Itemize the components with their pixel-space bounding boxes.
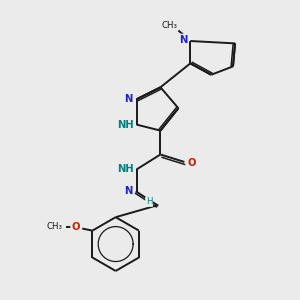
Text: NH: NH xyxy=(117,120,134,130)
Text: N: N xyxy=(180,34,188,44)
Text: N: N xyxy=(124,186,133,196)
Text: O: O xyxy=(71,222,80,232)
Text: O: O xyxy=(188,158,196,167)
Text: NH: NH xyxy=(118,164,134,173)
Text: CH₃: CH₃ xyxy=(47,222,63,231)
Text: N: N xyxy=(124,94,132,103)
Text: H: H xyxy=(146,197,152,206)
Text: CH₃: CH₃ xyxy=(161,21,177,30)
